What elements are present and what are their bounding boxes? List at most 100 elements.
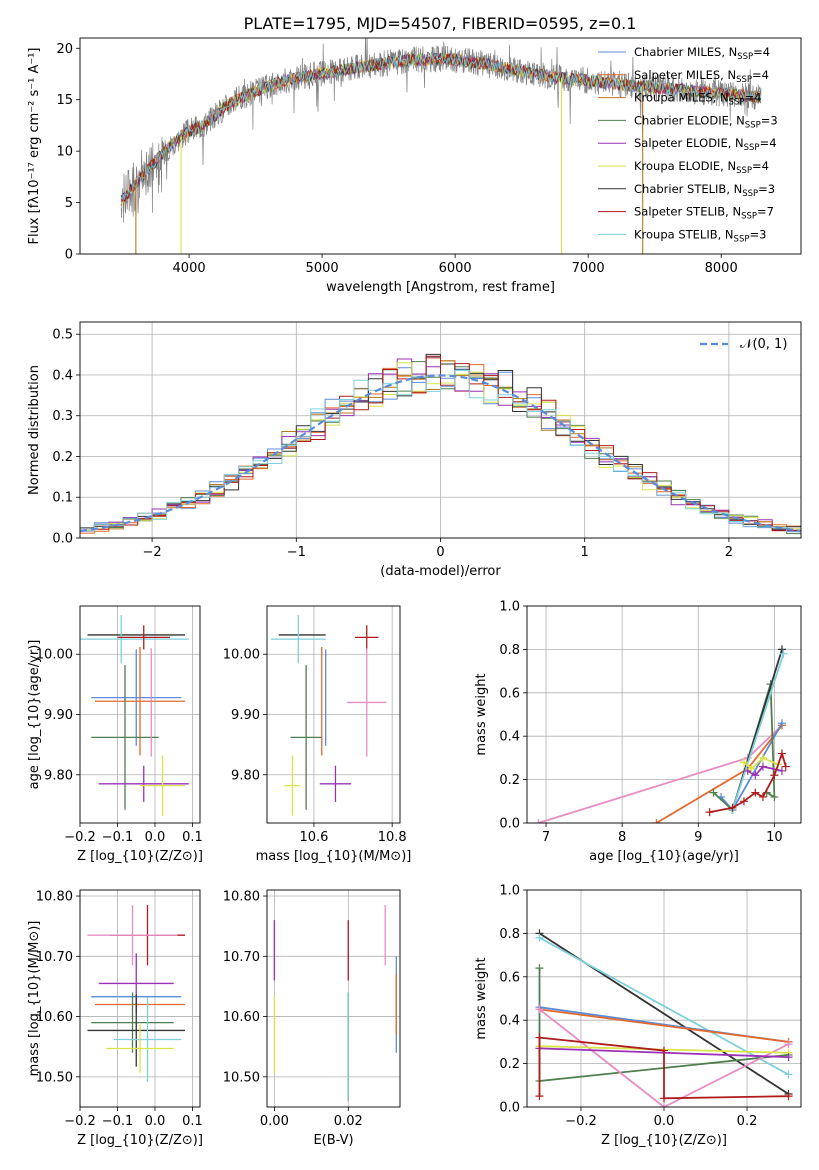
plot-area	[80, 353, 801, 535]
y-tick-label: 5	[65, 196, 73, 211]
y-tick-label: 10.80	[36, 890, 73, 905]
y-tick-label: 0.4	[499, 730, 520, 745]
data-point	[91, 992, 174, 1053]
axes-frame	[79, 889, 201, 1108]
panel-mass_vs_EBV: 0.00 0.02 10.50 10.60 10.70 10.80 E(B-V)	[223, 889, 401, 1148]
x-tick-label: 10	[766, 830, 783, 845]
y-tick-label: 0.5	[52, 328, 73, 343]
x-tick-label: 2	[725, 545, 733, 560]
weight-marker	[660, 1046, 668, 1055]
weight-marker	[751, 788, 760, 797]
axes-frame	[266, 889, 401, 1108]
plot-area	[535, 929, 793, 1107]
weight-line	[539, 1008, 789, 1043]
weight-marker	[535, 964, 544, 973]
x-tick-label: 8	[618, 830, 626, 845]
weight-marker	[784, 1040, 793, 1049]
x-axis-label: Z [log_{10}(Z/Z⊙)]	[77, 1133, 203, 1148]
data-point	[355, 625, 379, 650]
weight-marker	[660, 1094, 668, 1103]
weight-marker	[758, 792, 767, 801]
weight-marker	[751, 771, 760, 780]
data-point	[80, 615, 189, 664]
weight-marker	[534, 819, 543, 823]
x-axis-label: Z [log_{10}(Z/Z⊙)]	[77, 849, 203, 864]
plot-area	[87, 905, 185, 1082]
x-tick-label: 0.0	[145, 830, 166, 845]
x-tick-label: 5000	[306, 261, 339, 276]
weight-line	[731, 653, 785, 811]
plot-area	[270, 615, 387, 816]
y-tick-label: 0.0	[499, 817, 520, 832]
x-tick-label: 6000	[439, 261, 472, 276]
legend-entry: Kroupa ELODIE, NSSP=4	[634, 159, 769, 176]
y-tick-label: 1.0	[499, 600, 520, 615]
weight-marker	[784, 1053, 793, 1062]
x-tick-label: −1	[287, 545, 306, 560]
y-tick-label: 0.4	[52, 368, 73, 383]
weight-marker	[535, 1033, 544, 1042]
data-point	[91, 649, 182, 746]
panel-residuals: −2 −1 0 1 2 0.0 0.1 0.2 0.3 0.4 0.5 (data-model)/er…	[27, 321, 802, 579]
data-point	[347, 648, 387, 757]
y-tick-label: 20	[56, 42, 73, 57]
panel-age_vs_Z: −0.2 −0.1 0.0 0.1 9.80 9.90 10.00 Z [log_{10}(Z…	[27, 605, 203, 864]
weight-marker	[770, 792, 779, 801]
y-tick-label: 0.0	[52, 532, 73, 547]
weight-marker	[784, 1070, 793, 1079]
y-tick-label: 0.6	[499, 970, 520, 985]
weight-marker	[535, 1005, 544, 1014]
y-tick-label: 0.3	[52, 409, 73, 424]
weight-marker	[535, 933, 544, 942]
x-tick-label: 4000	[173, 261, 206, 276]
legend-entry: Chabrier STELIB, NSSP=3	[634, 182, 775, 199]
x-axis-label: Z [log_{10}(Z/Z⊙)]	[601, 1133, 727, 1148]
weight-marker	[777, 749, 786, 758]
y-tick-label: 0.4	[499, 1014, 520, 1029]
y-tick-label: 0.0	[499, 1101, 520, 1116]
weight-marker	[777, 766, 786, 775]
legend-entry: Salpeter ELODIE, NSSP=4	[634, 136, 777, 153]
normal-curve	[80, 374, 801, 532]
axes-frame	[79, 37, 802, 255]
y-tick-label: 1.0	[499, 884, 520, 899]
legend-entry: Kroupa STELIB, NSSP=3	[634, 227, 766, 244]
x-tick-label: −0.2	[64, 830, 96, 845]
legend-entry: 𝒩(0, 1)	[740, 337, 787, 352]
x-axis-label: wavelength [Angstrom, rest frame]	[326, 280, 555, 295]
y-tick-label: 0.2	[499, 773, 520, 788]
y-tick-label: 0	[65, 248, 73, 263]
weight-marker	[739, 797, 748, 806]
data-point	[140, 755, 185, 816]
data-point	[106, 1024, 174, 1073]
x-tick-label: 10.6	[299, 830, 328, 845]
plot-area	[120, 38, 762, 254]
x-axis-label: age [log_{10}(age/yr)]	[589, 849, 739, 864]
x-axis-label: mass [log_{10}(M/M⊙)]	[256, 849, 412, 864]
legend-entry: Salpeter MILES, NSSP=4	[634, 68, 769, 85]
y-tick-label: 10.00	[36, 648, 73, 663]
y-tick-label: 15	[56, 93, 73, 108]
data-point	[113, 997, 182, 1082]
model-line	[120, 52, 762, 202]
panel-age_vs_mass: 10.6 10.8 9.80 9.90 10.00 mass [log_{10}(M/M⊙…	[223, 605, 412, 864]
y-tick-label: 10.50	[36, 1070, 73, 1085]
data-point	[91, 665, 159, 810]
figure-title: PLATE=1795, MJD=54507, FIBERID=0595, z=0…	[244, 14, 637, 33]
x-tick-label: 0.1	[182, 830, 203, 845]
panel-spectrum: 4000 5000 6000 7000 8000 0 5 10 15 20 wavelength […	[27, 37, 802, 295]
weight-line	[655, 724, 783, 823]
weight-line	[709, 750, 787, 813]
x-tick-label: 0.00	[260, 1114, 289, 1129]
y-axis-label: Flux [fλ10⁻¹⁷ erg cm⁻² s⁻¹ A⁻¹]	[27, 48, 42, 245]
y-tick-label: 10.70	[36, 950, 73, 965]
weight-marker	[777, 719, 786, 728]
y-tick-label: 0.2	[52, 450, 73, 465]
x-tick-label: 10.8	[378, 830, 407, 845]
weight-marker	[784, 1092, 793, 1101]
x-tick-label: 0.2	[737, 1114, 758, 1129]
legend-entry: Salpeter STELIB, NSSP=7	[634, 205, 774, 222]
x-tick-label: −0.1	[102, 830, 134, 845]
y-tick-label: 0.8	[499, 643, 520, 658]
x-tick-label: −0.2	[64, 1114, 96, 1129]
